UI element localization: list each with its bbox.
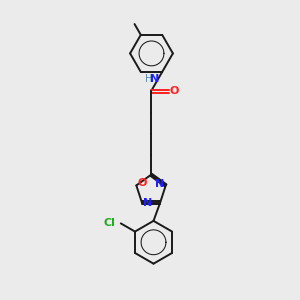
Text: Cl: Cl <box>103 218 116 228</box>
Text: H: H <box>145 74 152 84</box>
Text: N: N <box>143 198 152 208</box>
Text: N: N <box>150 74 159 84</box>
Text: O: O <box>169 86 178 96</box>
Text: O: O <box>138 178 147 188</box>
Text: N: N <box>155 179 164 189</box>
